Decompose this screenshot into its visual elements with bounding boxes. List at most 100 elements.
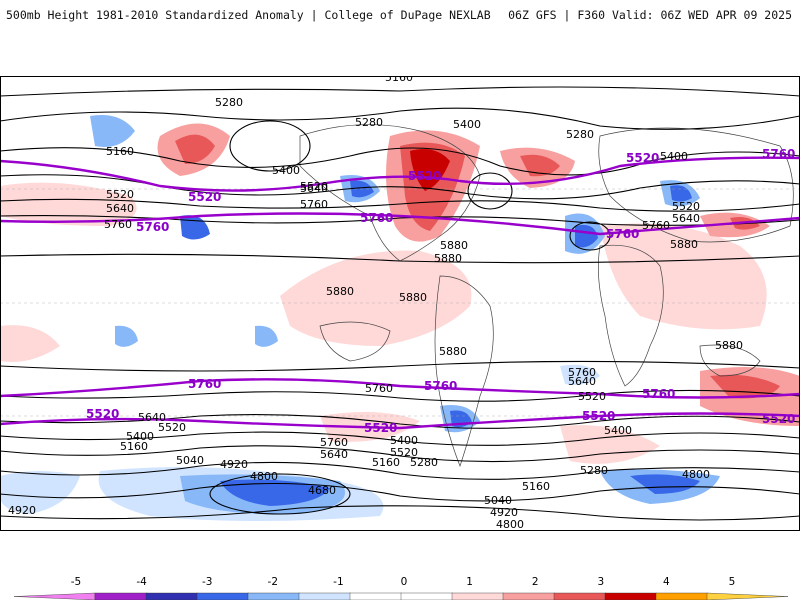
contour-label: 5760 bbox=[365, 382, 393, 395]
contour-label: 5400 bbox=[660, 150, 688, 163]
colorbar-tick-label: -3 bbox=[202, 576, 212, 588]
contour-label: 5880 bbox=[399, 291, 427, 304]
purple-contour-label: 5760 bbox=[762, 147, 795, 161]
purple-contour-label: 5760 bbox=[424, 379, 457, 393]
colorbar-segment bbox=[196, 592, 249, 600]
contour-label: 5400 bbox=[453, 118, 481, 131]
contour-label: 5280 bbox=[580, 464, 608, 477]
contour-label: 5520 bbox=[578, 390, 606, 403]
contour-label: 5640 bbox=[568, 375, 596, 388]
contour-label: 5160 bbox=[120, 440, 148, 453]
purple-contour-label: 5760 bbox=[606, 227, 639, 241]
contour-label: 5760 bbox=[300, 198, 328, 211]
colorbar-segment bbox=[349, 592, 402, 600]
colorbar-tick-label: -4 bbox=[136, 576, 147, 588]
colorbar-segment bbox=[247, 592, 300, 600]
header-bar: 500mb Height 1981-2010 Standardized Anom… bbox=[0, 0, 800, 30]
contour-label: 5400 bbox=[272, 164, 300, 177]
purple-contour-label: 5520 bbox=[408, 169, 441, 183]
purple-contour-label: 5520 bbox=[762, 412, 795, 426]
purple-contour-label: 5760 bbox=[642, 387, 675, 401]
contour-label: 5760 bbox=[104, 218, 132, 231]
contour-label: 4920 bbox=[8, 504, 36, 517]
contour-label: 4800 bbox=[250, 470, 278, 483]
contour-label: 5520 bbox=[106, 188, 134, 201]
purple-contour-label: 5760 bbox=[360, 211, 393, 225]
map-title: 500mb Height 1981-2010 Standardized Anom… bbox=[6, 8, 491, 22]
colorbar-segment bbox=[451, 592, 504, 600]
contour-label: 5880 bbox=[715, 339, 743, 352]
colorbar-segment bbox=[298, 592, 351, 600]
contour-label: 4920 bbox=[490, 506, 518, 519]
contour-label: 5400 bbox=[126, 430, 154, 443]
contour-label: 5160 bbox=[106, 145, 134, 158]
contour-label: 5640 bbox=[106, 202, 134, 215]
contour-label: 5160 bbox=[522, 480, 550, 493]
colorbar-tick-label: 0 bbox=[401, 576, 408, 588]
contour-label: 5280 bbox=[410, 456, 438, 469]
contour-label: 4800 bbox=[682, 468, 710, 481]
lat-lon-grid bbox=[0, 188, 800, 417]
contour-label: 4680 bbox=[308, 484, 336, 497]
colorbar-tick-label: 4 bbox=[663, 576, 670, 588]
contour-label: 5520 bbox=[158, 421, 186, 434]
colorbar-tick-label: -2 bbox=[268, 576, 278, 588]
contour-label: 5880 bbox=[440, 239, 468, 252]
purple-contour-label: 5760 bbox=[188, 377, 221, 391]
contour-label: 5640 bbox=[300, 182, 328, 195]
contour-label: 5880 bbox=[326, 285, 354, 298]
colorbar-tick-label: -5 bbox=[71, 576, 81, 588]
colorbar-tick-label: -1 bbox=[333, 576, 343, 588]
colorbar-ticks: -5 -4 -3 -2 -1 0 1 2 3 4 5 bbox=[71, 576, 736, 588]
contour-label: 5400 bbox=[390, 434, 418, 447]
contour-label: 5880 bbox=[439, 345, 467, 358]
contour-label: 5160 bbox=[372, 456, 400, 469]
colorbar-segment bbox=[13, 592, 96, 600]
contour-label: 5640 bbox=[138, 411, 166, 424]
contour-label: 5040 bbox=[484, 494, 512, 507]
reference-contour-labels: 5520 5760 5520 5760 5520 5760 5760 5520 … bbox=[86, 147, 795, 435]
colorbar-segment bbox=[655, 592, 708, 600]
colorbar-segments bbox=[13, 592, 789, 600]
contour-label: 5760 bbox=[568, 366, 596, 379]
colorbar-segment bbox=[502, 592, 555, 600]
contour-label: 4920 bbox=[220, 458, 248, 471]
contour-label: 5280 bbox=[215, 96, 243, 109]
contour-label: 5520 bbox=[672, 200, 700, 213]
negative-anomaly-shading bbox=[0, 115, 720, 521]
reference-contours bbox=[0, 156, 800, 430]
contour-label: 5280 bbox=[566, 128, 594, 141]
colorbar-segment bbox=[706, 592, 789, 600]
purple-contour-label: 5520 bbox=[86, 407, 119, 421]
contour-label: 5160 bbox=[385, 76, 413, 84]
colorbar-segment bbox=[94, 592, 147, 600]
purple-contour-label: 5520 bbox=[364, 421, 397, 435]
contour-label: 5760 bbox=[642, 219, 670, 232]
colorbar-tick-label: 3 bbox=[597, 576, 604, 588]
contour-label: 5640 bbox=[320, 448, 348, 461]
colorbar-tick-label: 1 bbox=[466, 576, 473, 588]
contour-label: 5760 bbox=[320, 436, 348, 449]
contour-label: 5040 bbox=[176, 454, 204, 467]
colorbar-tick-label: 2 bbox=[532, 576, 539, 588]
anomaly-map: 5160 5280 5400 5520 5640 5760 5880 5280 … bbox=[0, 76, 800, 531]
contour-label: 5280 bbox=[355, 116, 383, 129]
colorbar-tick-label: 5 bbox=[729, 576, 736, 588]
colorbar-segment bbox=[400, 592, 453, 600]
contour-label: 5520 bbox=[300, 180, 328, 193]
contour-label: 5880 bbox=[670, 238, 698, 251]
colorbar: -5 -4 -3 -2 -1 0 1 2 3 4 5 bbox=[13, 576, 789, 600]
contour-label: 5640 bbox=[672, 212, 700, 225]
contour-label: 5880 bbox=[434, 252, 462, 265]
purple-contour-label: 5520 bbox=[582, 409, 615, 423]
purple-contour-label: 5760 bbox=[136, 220, 169, 234]
purple-contour-label: 5520 bbox=[188, 190, 221, 204]
colorbar-segment bbox=[553, 592, 606, 600]
colorbar-segment bbox=[145, 592, 198, 600]
colorbar-segment bbox=[604, 592, 657, 600]
contour-label: 5400 bbox=[604, 424, 632, 437]
purple-contour-label: 5520 bbox=[626, 151, 659, 165]
contour-label: 5520 bbox=[390, 446, 418, 459]
run-info: 06Z GFS | F360 Valid: 06Z WED APR 09 202… bbox=[508, 8, 792, 22]
contour-label: 4800 bbox=[496, 518, 524, 531]
